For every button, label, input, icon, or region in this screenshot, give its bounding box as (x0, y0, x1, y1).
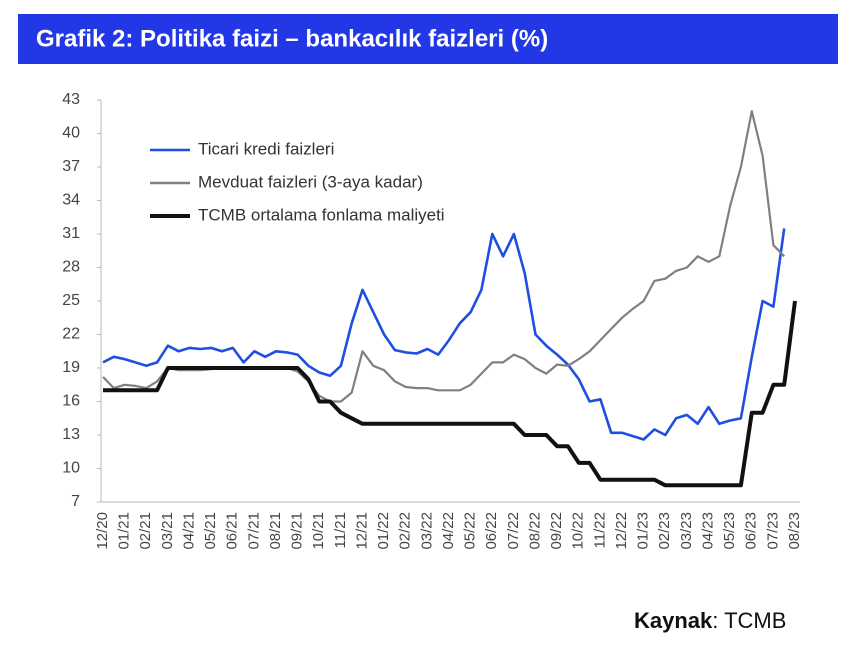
y-tick-label: 19 (62, 359, 80, 376)
source-text: : TCMB (712, 608, 786, 633)
x-tick-label: 09/21 (289, 512, 306, 550)
x-tick-label: 06/23 (743, 512, 760, 550)
x-tick-label: 03/23 (678, 512, 695, 550)
x-tick-label: 10/21 (310, 512, 327, 550)
x-tick-label: 08/23 (786, 512, 803, 550)
x-tick-label: 12/20 (94, 512, 111, 550)
y-tick-label: 37 (62, 158, 80, 175)
y-tick-label: 7 (71, 493, 80, 510)
legend-label: Mevduat faizleri (3-aya kadar) (198, 172, 423, 191)
source: Kaynak: TCMB (634, 608, 786, 633)
x-tick-label: 10/22 (570, 512, 587, 550)
x-tick-label: 02/23 (656, 512, 673, 550)
series-line (103, 300, 797, 488)
x-tick-label: 04/21 (180, 512, 197, 550)
x-tick-label: 11/22 (591, 512, 608, 548)
x-tick-label: 07/22 (505, 512, 522, 550)
y-tick-label: 16 (62, 393, 80, 410)
y-tick-label: 13 (62, 426, 80, 443)
x-tick-label: 03/22 (418, 512, 435, 550)
x-tick-label: 07/23 (764, 512, 781, 550)
x-tick-label: 05/21 (202, 512, 219, 550)
y-tick-label: 10 (62, 460, 80, 477)
x-tick-label: 08/22 (526, 512, 543, 550)
x-tick-label: 06/21 (224, 512, 241, 550)
x-tick-label: 08/21 (267, 512, 284, 550)
x-tick-label: 12/22 (613, 512, 630, 550)
x-tick-label: 09/22 (548, 512, 565, 550)
x-tick-label: 06/22 (483, 512, 500, 550)
x-tick-label: 01/21 (116, 512, 133, 550)
x-tick-label: 01/22 (375, 512, 392, 550)
chart-title: Grafik 2: Politika faizi – bankacılık fa… (36, 25, 548, 52)
x-tick-label: 01/23 (635, 512, 652, 550)
y-tick-label: 25 (62, 292, 80, 309)
x-tick-label: 07/21 (245, 512, 262, 550)
y-tick-label: 43 (62, 91, 80, 108)
source-label: Kaynak (634, 608, 713, 633)
x-tick-label: 11/21 (332, 512, 349, 548)
y-tick-label: 22 (62, 326, 80, 343)
x-tick-label: 05/22 (462, 512, 479, 550)
x-tick-label: 04/22 (440, 512, 457, 550)
title-bar (18, 14, 838, 64)
x-tick-label: 12/21 (353, 512, 370, 550)
legend-label: Ticari kredi faizleri (198, 139, 334, 158)
x-tick-label: 03/21 (159, 512, 176, 550)
series-line (102, 228, 786, 441)
x-tick-label: 02/21 (137, 512, 154, 550)
y-tick-label: 28 (62, 259, 80, 276)
x-tick-label: 05/23 (721, 512, 738, 550)
x-tick-label: 04/23 (699, 512, 716, 550)
y-tick-label: 40 (62, 125, 80, 142)
y-tick-label: 34 (62, 192, 80, 209)
y-tick-label: 31 (62, 225, 80, 242)
legend-label: TCMB ortalama fonlama maliyeti (198, 205, 445, 224)
x-tick-label: 02/22 (397, 512, 414, 550)
